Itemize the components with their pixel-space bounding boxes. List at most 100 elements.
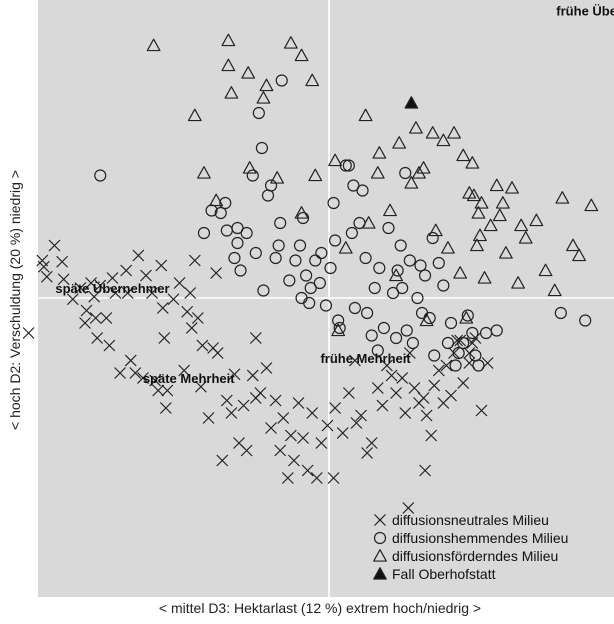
data-point: [309, 254, 322, 267]
data-point: [477, 271, 492, 284]
data-point: [390, 387, 403, 399]
data-point: [228, 368, 241, 381]
data-point: [391, 264, 404, 277]
data-point: [347, 179, 360, 192]
data-point: [365, 329, 378, 342]
data-point: [440, 359, 453, 372]
data-point: [240, 444, 253, 457]
cluster-labels: frühe Übernehmer späte Übernehmer frühe Me…: [55, 4, 614, 387]
data-point: [368, 281, 381, 295]
data-point: [441, 241, 455, 254]
data-point: [495, 196, 510, 209]
data-point: [463, 347, 476, 359]
data-point: [40, 270, 53, 283]
data-point: [409, 121, 423, 134]
data-point: [471, 206, 486, 219]
data-point: [457, 336, 470, 350]
series-diffusionsförderndes-milieu: [146, 33, 599, 337]
data-point: [246, 369, 259, 382]
data-point: [490, 324, 503, 337]
data-point: [382, 221, 395, 235]
data-point: [386, 286, 400, 300]
data-point: [264, 179, 278, 192]
data-point: [74, 282, 87, 294]
data-point: [399, 166, 412, 180]
data-point: [188, 254, 201, 267]
legend-marker: [373, 567, 387, 580]
x-axis-label: < mittel D3: Hektarlast (12 %) extrem ho…: [159, 600, 481, 616]
data-point: [511, 276, 525, 289]
data-point: [294, 206, 309, 219]
data-point: [91, 332, 104, 344]
data-point: [275, 74, 288, 87]
data-point: [37, 260, 50, 273]
data-point: [465, 156, 480, 169]
data-point: [404, 96, 419, 109]
data-point: [274, 216, 287, 230]
data-point: [103, 339, 116, 352]
data-point: [432, 256, 445, 270]
data-point: [342, 159, 355, 172]
data-point: [224, 86, 239, 99]
legend-item: diffusionsneutrales Milieu: [374, 512, 549, 528]
data-point: [425, 126, 440, 139]
data-point: [448, 347, 460, 359]
cluster-label: späte Mehrheit: [143, 371, 235, 386]
data-point: [365, 437, 378, 449]
data-point: [381, 359, 393, 372]
data-point: [403, 254, 416, 267]
data-point: [328, 153, 342, 167]
data-point: [225, 407, 238, 419]
data-point: [246, 169, 259, 182]
data-point: [426, 231, 439, 245]
data-point: [499, 246, 513, 259]
data-point: [132, 249, 145, 262]
data-point: [283, 36, 298, 49]
data-point: [518, 231, 533, 244]
data-point: [89, 312, 102, 324]
data-point: [297, 432, 309, 444]
data-point: [452, 346, 465, 360]
data-point: [416, 161, 431, 174]
data-point: [418, 269, 432, 282]
data-point: [196, 339, 209, 352]
data-point: [324, 261, 337, 275]
data-point: [399, 407, 412, 419]
data-point: [453, 266, 468, 279]
data-point: [329, 234, 342, 247]
data-point: [260, 362, 273, 374]
data-point: [228, 251, 241, 265]
data-point: [242, 161, 257, 174]
cluster-label: frühe Übernehmer: [556, 4, 614, 19]
data-point: [432, 364, 445, 377]
data-point: [436, 133, 451, 147]
data-point: [444, 316, 458, 330]
data-point: [361, 216, 376, 229]
cluster-label: frühe Mehrheit: [320, 351, 411, 366]
series-diffusionshemmendes-milieu: [94, 74, 592, 372]
data-point: [294, 48, 309, 62]
data-point: [272, 239, 285, 252]
data-point: [284, 429, 297, 442]
data-point: [428, 223, 443, 237]
data-point: [255, 141, 268, 155]
data-point: [167, 293, 180, 306]
data-point: [414, 259, 427, 272]
data-point: [156, 302, 169, 314]
data-point: [331, 323, 346, 337]
data-point: [303, 296, 316, 310]
data-point: [80, 304, 93, 317]
data-point: [456, 148, 471, 162]
data-point: [555, 191, 570, 204]
data-point: [404, 176, 419, 189]
legend-item: diffusionsförderndes Milieu: [373, 548, 558, 564]
data-point: [155, 259, 168, 272]
data-point: [124, 354, 137, 367]
data-point: [191, 312, 204, 324]
data-point: [554, 306, 567, 320]
data-point: [475, 404, 488, 417]
data-point: [120, 264, 133, 277]
data-point: [257, 284, 270, 297]
data-point: [376, 399, 389, 412]
data-point: [88, 290, 101, 303]
